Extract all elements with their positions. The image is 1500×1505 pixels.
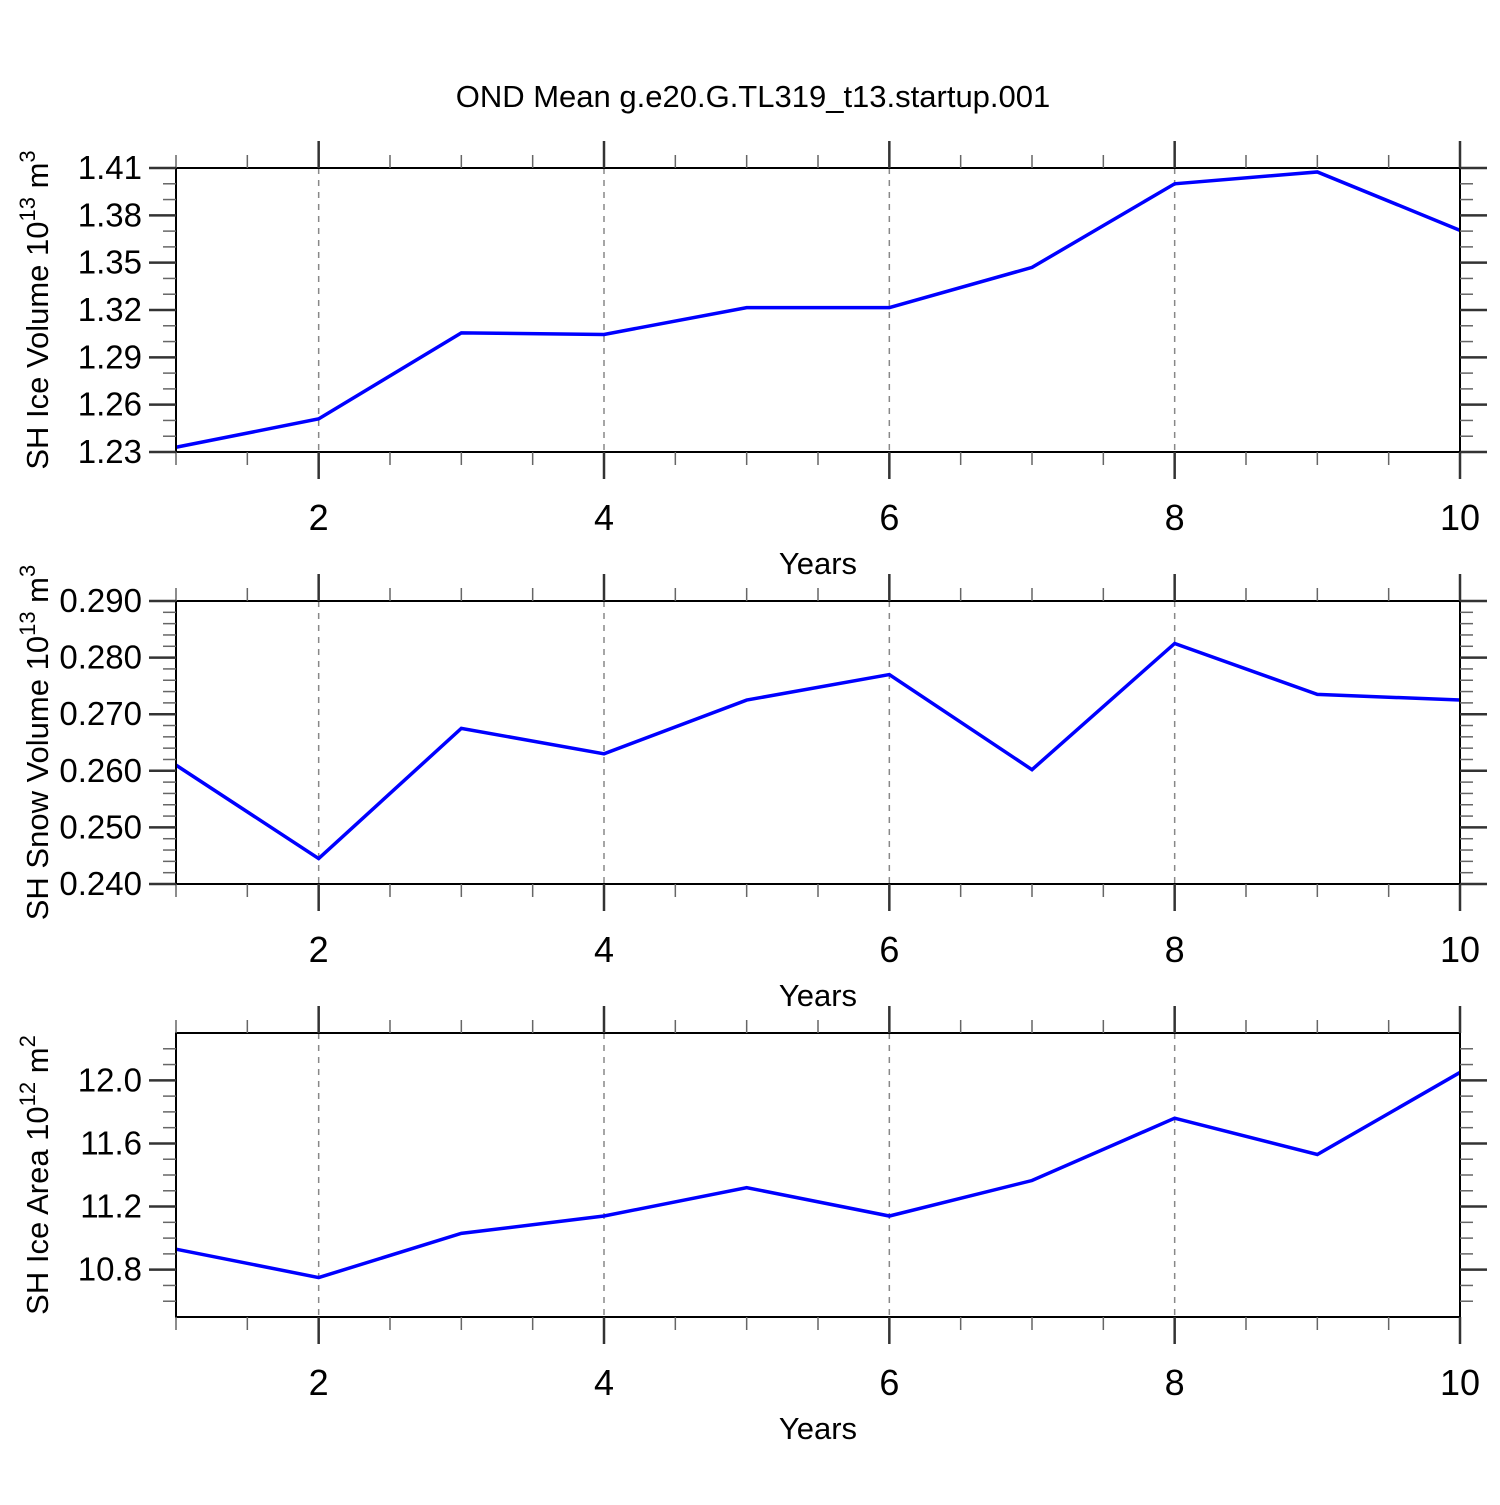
y-tick-label: 1.26 bbox=[78, 386, 142, 423]
x-tick-label: 8 bbox=[1165, 1362, 1185, 1403]
y-tick-label: 10.8 bbox=[78, 1251, 142, 1288]
y-tick-label: 1.38 bbox=[78, 196, 142, 233]
x-tick-label: 10 bbox=[1440, 929, 1480, 970]
data-line-sh-ice-area bbox=[175, 1070, 1461, 1280]
y-tick-label: 0.290 bbox=[59, 582, 142, 619]
x-tick-label: 6 bbox=[879, 497, 899, 538]
y-tick-label: 0.240 bbox=[59, 865, 142, 902]
panels: 2 4 6 8 10 1.23 1.26 1.29 1.32 1.35 1.38 1.41 Years S… bbox=[15, 141, 1487, 1446]
x-axis-title: Years bbox=[779, 546, 857, 581]
y-tick-label: 12.0 bbox=[78, 1061, 142, 1098]
y-tick-label: 11.6 bbox=[80, 1124, 142, 1161]
x-axis-title: Years bbox=[779, 1411, 857, 1446]
x-axis-title: Years bbox=[779, 978, 857, 1013]
y-tick-label: 1.32 bbox=[78, 291, 142, 328]
x-tick-label: 8 bbox=[1165, 497, 1185, 538]
x-tick-label: 8 bbox=[1165, 929, 1185, 970]
y-tick-label: 1.29 bbox=[78, 338, 142, 375]
x-tick-label: 4 bbox=[594, 497, 614, 538]
x-tick-label: 2 bbox=[309, 1362, 329, 1403]
data-line-sh-ice-volume bbox=[175, 170, 1461, 449]
y-tick-label: 0.260 bbox=[59, 752, 142, 789]
y-axis-title: SH Ice Volume 1013 m3 bbox=[15, 150, 55, 469]
x-tick-label: 6 bbox=[879, 1362, 899, 1403]
x-tick-label: 4 bbox=[594, 1362, 614, 1403]
y-tick-label: 1.41 bbox=[78, 149, 142, 186]
x-tick-label: 10 bbox=[1440, 1362, 1480, 1403]
y-tick-label: 11.2 bbox=[80, 1188, 142, 1225]
panel-sh-ice-volume: 2 4 6 8 10 1.23 1.26 1.29 1.32 1.35 1.38 1.41 Years S… bbox=[15, 141, 1487, 581]
y-tick-label: 1.35 bbox=[78, 244, 142, 281]
y-axis-title: SH Ice Area 1012 m2 bbox=[15, 1035, 55, 1315]
chart-title: OND Mean g.e20.G.TL319_t13.startup.001 bbox=[456, 79, 1051, 114]
data-line-sh-snow-volume bbox=[175, 641, 1461, 861]
x-tick-label: 2 bbox=[309, 497, 329, 538]
x-tick-label: 10 bbox=[1440, 497, 1480, 538]
y-tick-label: 0.270 bbox=[59, 695, 142, 732]
y-tick-label: 0.280 bbox=[59, 639, 142, 676]
x-tick-label: 2 bbox=[309, 929, 329, 970]
x-tick-label: 6 bbox=[879, 929, 899, 970]
y-tick-label: 0.250 bbox=[59, 808, 142, 845]
y-tick-label: 1.23 bbox=[78, 433, 142, 470]
panel-sh-snow-volume: 2 4 6 8 10 0.240 0.250 0.260 0.270 0.280 0.290 Year… bbox=[15, 565, 1487, 1013]
panel-sh-ice-area: 2 4 6 8 10 10.8 11.2 11.6 12.0 Years SH Ice Area 1… bbox=[15, 1006, 1487, 1446]
x-tick-label: 4 bbox=[594, 929, 614, 970]
y-axis-title: SH Snow Volume 1013 m3 bbox=[15, 565, 55, 921]
